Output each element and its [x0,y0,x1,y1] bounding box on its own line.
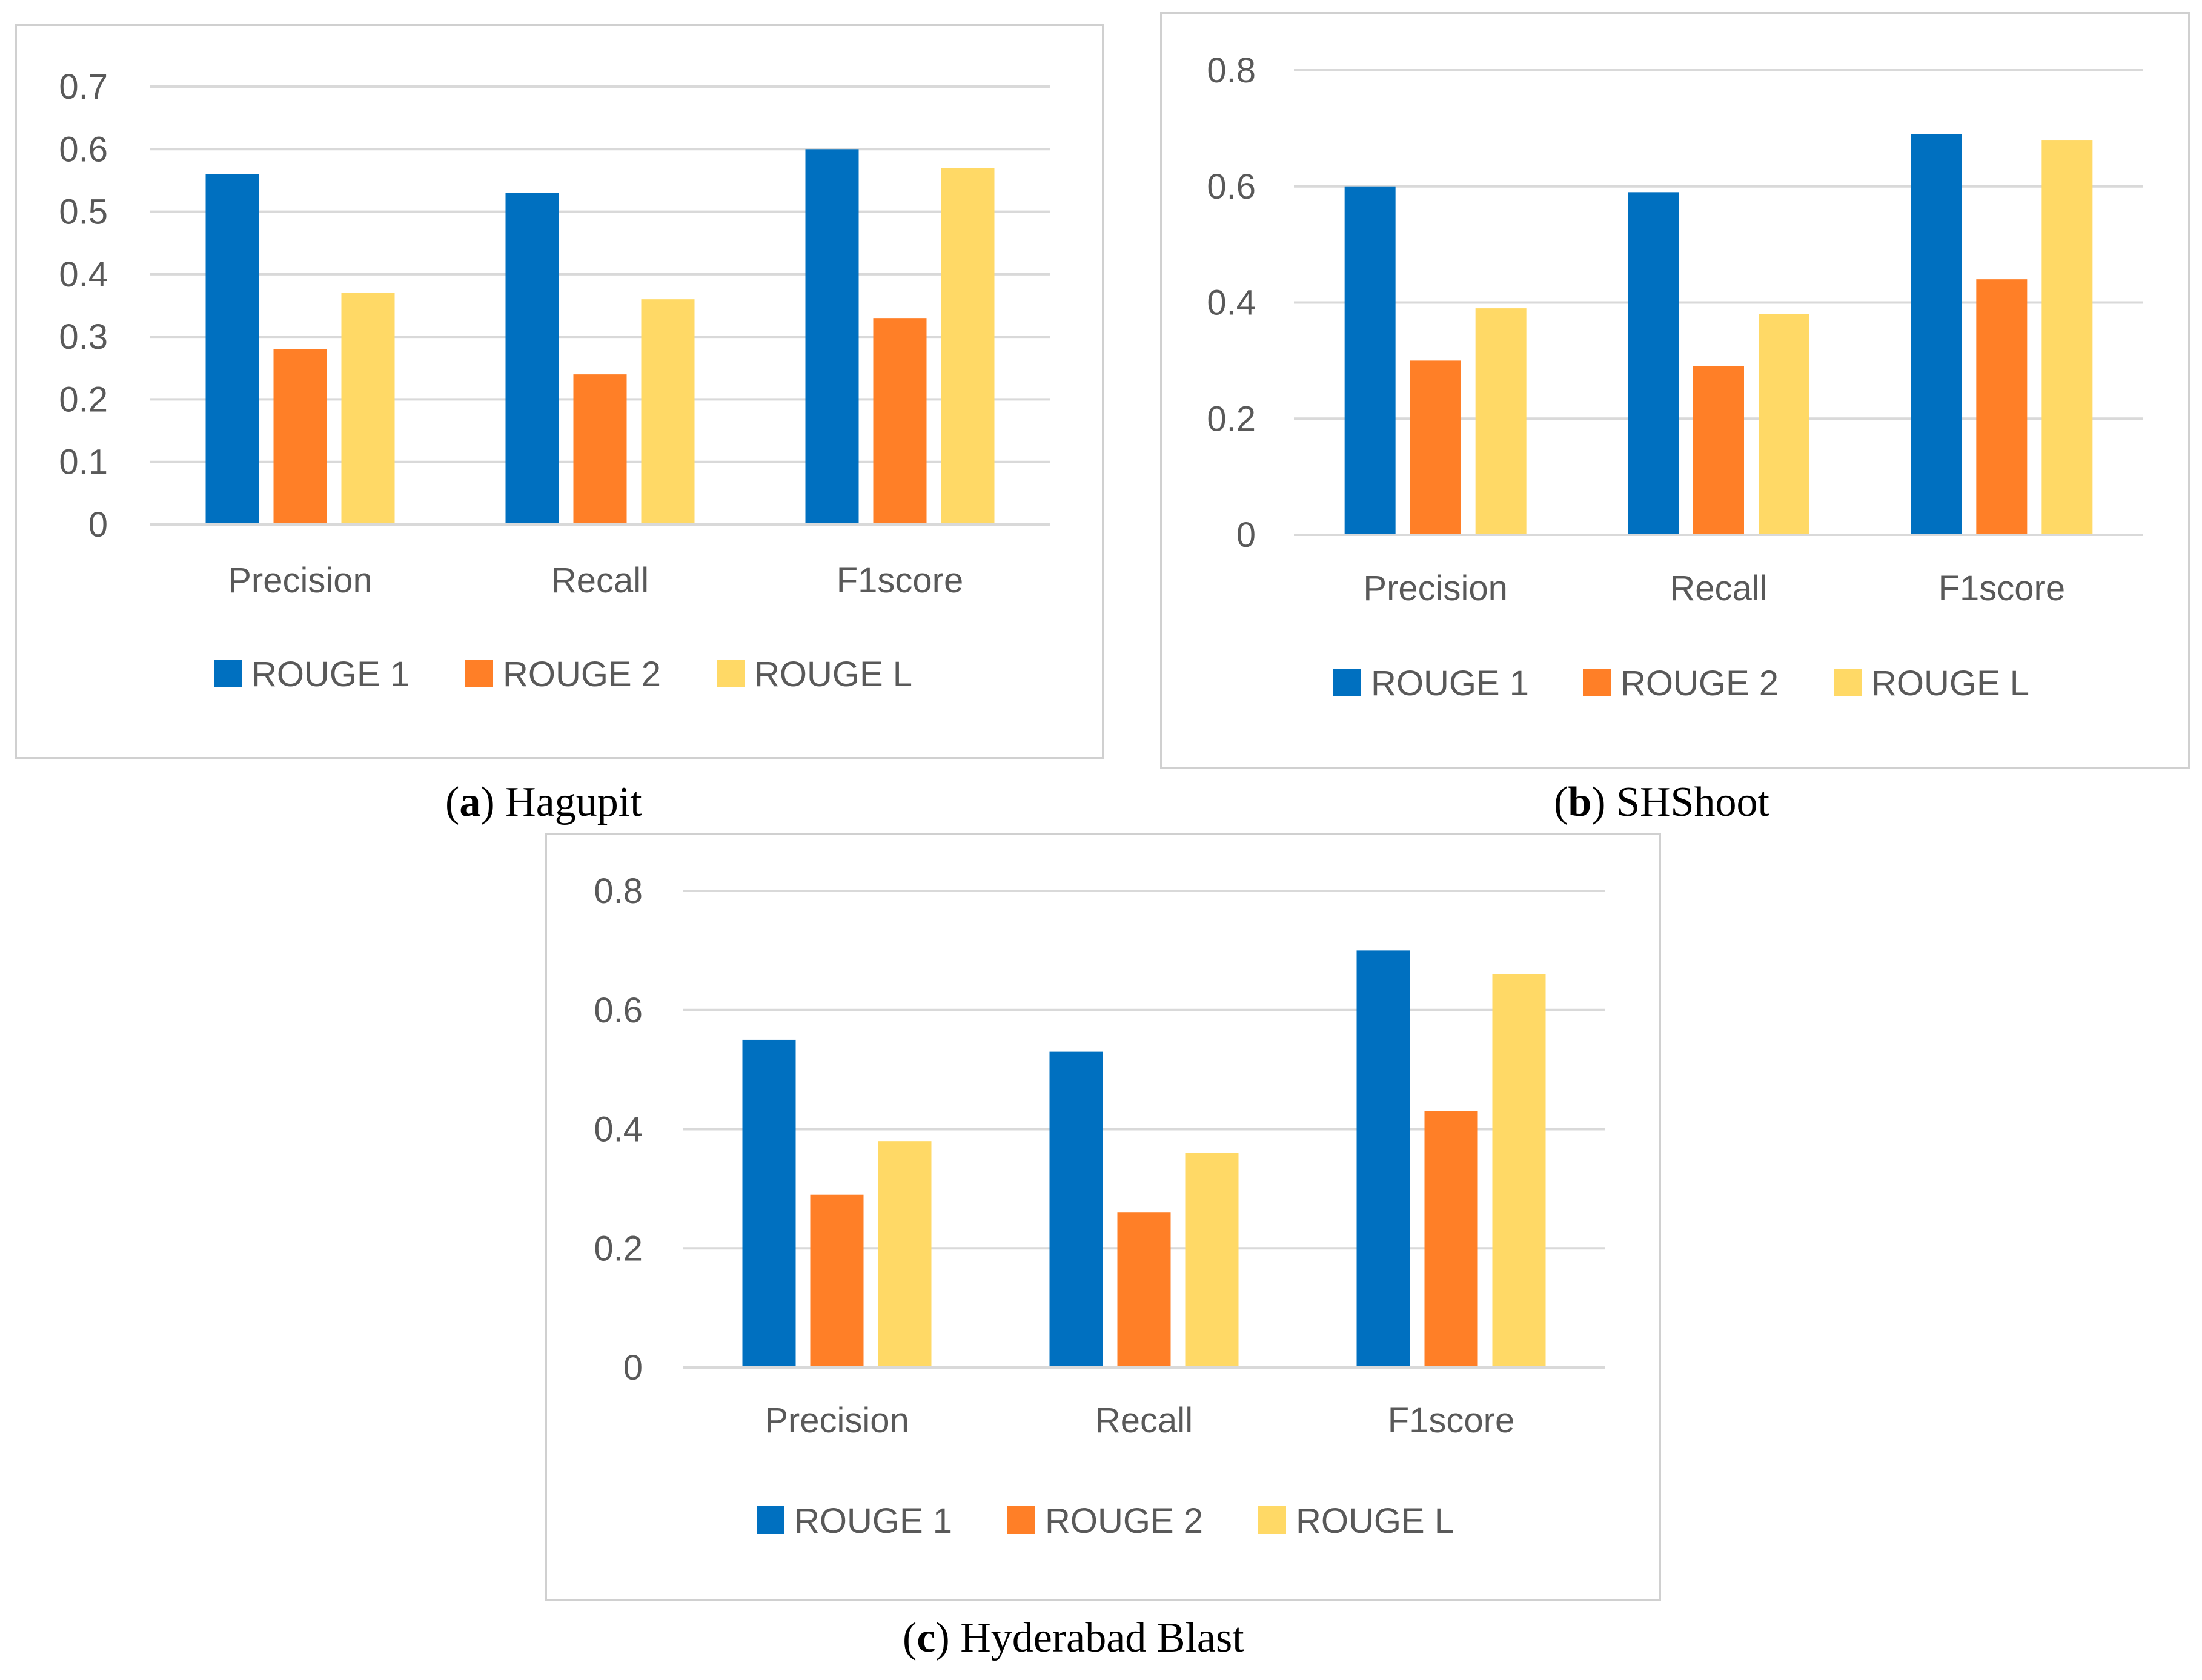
x-category-label: F1score [1388,1401,1515,1440]
caption-shshoot: (b) SHShoot [1554,779,1769,825]
bar-rouge-l-recall [1185,1153,1239,1367]
legend-label-rouge-l: ROUGE L [1296,1501,1454,1541]
legend-swatch-rouge-1 [214,660,242,687]
y-tick-label: 0.4 [594,1110,643,1149]
y-tick-label: 0.2 [1207,399,1256,438]
bar-rouge-2-recall [573,374,627,524]
y-tick-label: 0.4 [59,255,108,294]
y-tick-label: 0.6 [59,130,108,169]
caption-title: Hagupit [505,779,642,825]
bar-rouge-1-precision [1344,186,1396,535]
bar-rouge-l-precision [878,1141,932,1367]
y-tick-label: 0.6 [1207,167,1256,207]
y-tick-label: 0.3 [59,317,108,357]
bar-rouge-1-f1score [805,149,859,525]
y-tick-label: 0 [1236,515,1256,555]
bar-rouge-l-f1score [1492,974,1546,1367]
y-tick-label: 0 [88,505,108,544]
bar-rouge-2-precision [810,1194,864,1367]
caption-title: SHShoot [1616,779,1769,825]
x-category-label: Precision [1363,569,1508,608]
legend-swatch-rouge-l [717,660,745,687]
bar-rouge-2-precision [273,349,327,524]
bar-rouge-1-f1score [1911,134,1962,535]
y-tick-label: 0.1 [59,443,108,482]
chart-shshoot: 0 0.2 0.4 0.6 0.8 Precision Recall F1score ROUGE… [1207,51,2143,703]
bar-rouge-1-recall [1049,1051,1103,1367]
legend-swatch-rouge-1 [757,1506,784,1534]
x-category-label: F1score [837,561,964,600]
y-tick-label: 0.5 [59,193,108,232]
caption-hagupit: (a) Hagupit [445,779,642,825]
bar-rouge-2-precision [1410,360,1461,535]
bar-rouge-l-precision [341,293,395,524]
legend-swatch-rouge-2 [1583,669,1611,696]
x-category-label: Recall [551,561,649,600]
legend-swatch-rouge-2 [1007,1506,1035,1534]
chart-hyderabad-blast: 0 0.2 0.4 0.6 0.8 Precision Recall F1score ROUGE… [594,871,1605,1541]
bar-rouge-2-recall [1117,1212,1171,1367]
bar-rouge-1-precision [742,1039,796,1367]
y-tick-label: 0.2 [59,380,108,419]
bar-rouge-1-f1score [1356,950,1410,1367]
y-tick-label: 0 [623,1348,643,1387]
x-category-label: Precision [764,1401,909,1440]
y-tick-label: 0.8 [594,871,643,911]
legend-label-rouge-l: ROUGE L [1871,664,2029,703]
bar-rouge-l-f1score [2041,140,2093,535]
legend-swatch-rouge-l [1834,669,1862,696]
caption-letter: c [917,1615,936,1661]
bar-rouge-l-precision [1475,308,1527,535]
caption-hyderabad-blast: (c) Hyderabad Blast [903,1615,1244,1661]
x-category-label: Precision [228,561,373,600]
x-category-label: F1score [1938,569,2066,608]
legend-label-rouge-2: ROUGE 2 [1620,664,1779,703]
bar-rouge-2-f1score [1424,1111,1478,1367]
legend-label-rouge-1: ROUGE 1 [251,655,410,694]
y-tick-label: 0.4 [1207,283,1256,323]
legend-swatch-rouge-2 [465,660,493,687]
bar-rouge-1-recall [505,193,559,525]
bar-rouge-1-precision [205,174,259,525]
y-tick-label: 0.6 [594,991,643,1030]
bar-rouge-l-recall [1759,314,1809,535]
x-category-label: Recall [1670,569,1767,608]
chart-panel-shshoot: 0 0.2 0.4 0.6 0.8 Precision Recall F1score ROUGE… [1160,12,2190,769]
legend-swatch-rouge-1 [1333,669,1361,696]
legend-label-rouge-2: ROUGE 2 [1045,1501,1203,1541]
caption-title: Hyderabad Blast [960,1615,1244,1661]
y-tick-label: 0.7 [59,67,108,107]
bar-rouge-2-f1score [1976,279,2028,535]
chart-hagupit: 0 0.1 0.2 0.3 0.4 0.5 0.6 0.7 Precision Recall F1s… [59,67,1050,694]
legend-label-rouge-2: ROUGE 2 [503,655,661,694]
legend-label-rouge-1: ROUGE 1 [794,1501,952,1541]
x-category-label: Recall [1095,1401,1193,1440]
bar-rouge-1-recall [1628,192,1679,535]
bar-rouge-l-recall [641,299,695,524]
y-tick-label: 0.8 [1207,51,1256,90]
bar-rouge-l-f1score [941,168,995,524]
chart-panel-hagupit: 0 0.1 0.2 0.3 0.4 0.5 0.6 0.7 Precision Recall F1s… [15,24,1104,759]
legend-label-rouge-l: ROUGE L [754,655,912,694]
legend-label-rouge-1: ROUGE 1 [1371,664,1529,703]
caption-letter: b [1568,779,1592,825]
chart-panel-hyderabad-blast: 0 0.2 0.4 0.6 0.8 Precision Recall F1score ROUGE… [545,833,1661,1601]
legend-swatch-rouge-l [1258,1506,1286,1534]
bar-rouge-2-f1score [873,318,927,524]
y-tick-label: 0.2 [594,1229,643,1268]
caption-letter: a [459,779,481,825]
bar-rouge-2-recall [1693,366,1744,535]
